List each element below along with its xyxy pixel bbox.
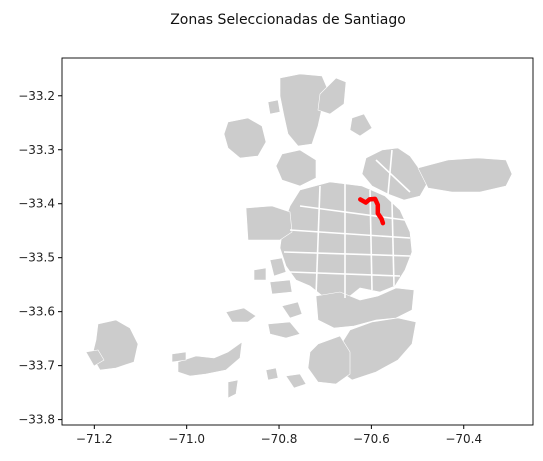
y-tick-label: −33.7 (18, 359, 55, 373)
zone-north-west-small (267, 99, 281, 115)
zone-north-east (361, 147, 429, 201)
x-axis: −71.2 −71.0 −70.8 −70.6 −70.4 (76, 425, 482, 446)
y-tick-label: −33.3 (18, 143, 55, 157)
x-tick-label: −70.8 (261, 432, 298, 446)
y-axis: −33.2 −33.3 −33.4 −33.5 −33.6 −33.7 −33.8 (18, 89, 62, 427)
y-tick-label: −33.5 (18, 251, 55, 265)
y-tick-label: −33.2 (18, 89, 55, 103)
zone-south-west-d (267, 321, 301, 339)
zone-east-extension (417, 157, 513, 193)
zone-south-west-b (225, 307, 257, 323)
y-tick-label: −33.6 (18, 305, 55, 319)
zone-south-scatter-2 (227, 379, 239, 399)
zone-midwest-2 (269, 279, 293, 295)
zone-south-scatter-1 (171, 351, 187, 363)
zone-far-west-small (85, 349, 105, 367)
zone-north-east-small (349, 113, 373, 137)
zone-far-west (91, 319, 139, 371)
x-tick-label: −71.0 (168, 432, 205, 446)
zone-south-scatter-3 (285, 373, 307, 389)
zone-subdivisions (283, 149, 411, 298)
map-title: Zonas Seleccionadas de Santiago (170, 12, 406, 28)
zone-south-scatter-4 (265, 367, 279, 381)
plot-frame (61, 57, 534, 426)
zone-south-large (307, 335, 351, 385)
zone-north-middle (275, 149, 317, 187)
zone-midwest-3 (253, 267, 267, 281)
y-tick-label: −33.8 (18, 413, 55, 427)
zone-west (245, 205, 293, 241)
zone-south-west-a (177, 341, 243, 377)
zone-north-top (279, 73, 329, 147)
zone-south-west-c (281, 301, 303, 319)
y-tick-label: −33.4 (18, 197, 55, 211)
highlighted-route (358, 196, 386, 226)
x-tick-label: −70.6 (353, 432, 390, 446)
zone-midwest-1 (269, 257, 287, 277)
zone-north-west (223, 117, 267, 159)
zones-layer (85, 73, 513, 399)
zone-north-right (317, 77, 347, 115)
x-tick-label: −71.2 (76, 432, 113, 446)
zone-south-middle (315, 287, 415, 329)
x-tick-label: −70.4 (445, 432, 482, 446)
